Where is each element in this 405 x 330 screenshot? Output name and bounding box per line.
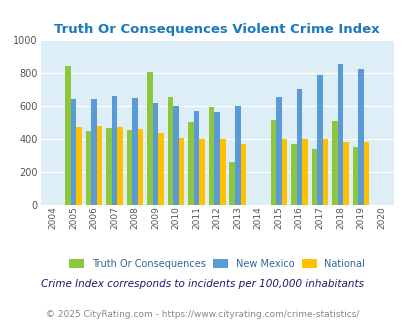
Bar (96, 126, 102, 205)
Bar (281, 139, 286, 205)
Title: Truth Or Consequences Violent Crime Index: Truth Or Consequences Violent Crime Inde… (54, 23, 379, 36)
Bar (117, 127, 123, 205)
Bar (199, 139, 205, 205)
Bar (132, 98, 138, 205)
Bar (158, 133, 164, 205)
Bar (138, 129, 143, 205)
Bar (173, 106, 179, 205)
Bar (65, 66, 70, 205)
Bar (316, 75, 322, 205)
Bar (194, 111, 199, 205)
Bar (296, 89, 301, 205)
Bar (111, 96, 117, 205)
Text: © 2025 CityRating.com - https://www.cityrating.com/crime-statistics/: © 2025 CityRating.com - https://www.city… (46, 310, 359, 319)
Bar (214, 112, 220, 205)
Text: Crime Index corresponds to incidents per 100,000 inhabitants: Crime Index corresponds to incidents per… (41, 279, 364, 289)
Bar (240, 144, 245, 205)
Bar (301, 139, 307, 205)
Bar (126, 130, 132, 205)
Bar (152, 103, 158, 205)
Bar (70, 99, 76, 205)
Bar (220, 139, 225, 205)
Bar (342, 142, 348, 205)
Bar (167, 97, 173, 205)
Bar (357, 69, 363, 205)
Bar (337, 64, 342, 205)
Bar (275, 97, 281, 205)
Bar (85, 131, 91, 205)
Legend: Truth Or Consequences, New Mexico, National: Truth Or Consequences, New Mexico, Natio… (69, 259, 364, 269)
Bar (188, 122, 194, 205)
Bar (322, 139, 327, 205)
Bar (76, 127, 81, 205)
Bar (270, 120, 275, 205)
Bar (106, 128, 111, 205)
Bar (352, 147, 357, 205)
Bar (331, 121, 337, 205)
Bar (147, 72, 152, 205)
Bar (91, 99, 96, 205)
Bar (363, 142, 369, 205)
Bar (234, 106, 240, 205)
Bar (179, 138, 184, 205)
Bar (290, 144, 296, 205)
Bar (311, 149, 316, 205)
Bar (209, 107, 214, 205)
Bar (229, 162, 234, 205)
